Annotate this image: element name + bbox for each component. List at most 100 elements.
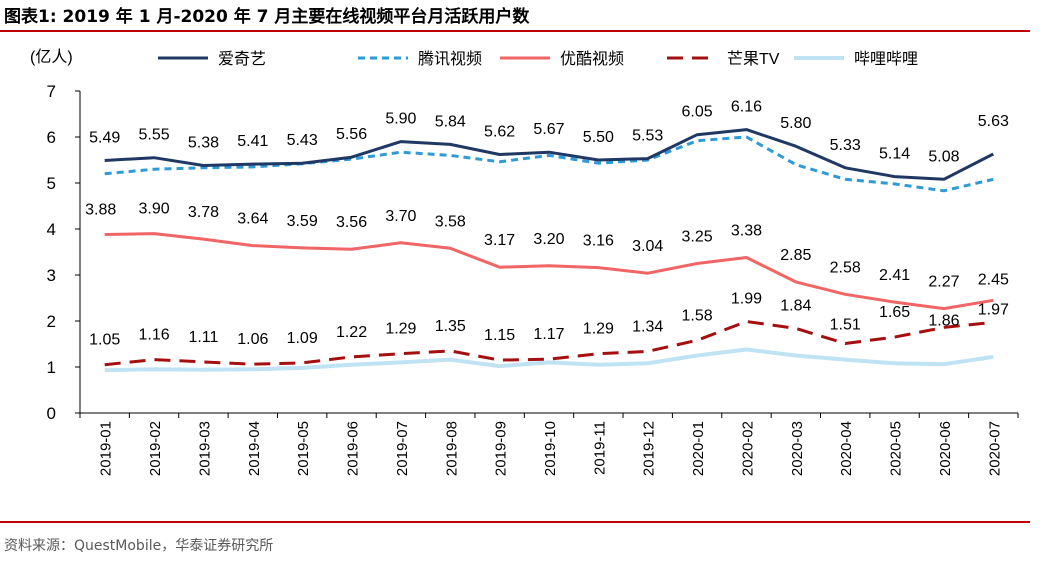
data-label: 5.84	[435, 113, 466, 130]
source-rule	[0, 521, 1030, 523]
x-tick-label: 2019-11	[591, 421, 608, 475]
legend-label: 优酷视频	[560, 50, 624, 68]
data-label: 3.59	[287, 213, 318, 230]
x-tick-label: 2020-03	[789, 421, 806, 476]
data-label: 1.97	[978, 301, 1009, 318]
data-label: 1.16	[138, 327, 169, 344]
data-label: 3.70	[385, 208, 416, 225]
data-label: 5.62	[484, 123, 515, 140]
chart-data-labels: 5.49 5.55 5.38 5.41 5.43 5.56 5.90 5.84 5.62 5.67…	[85, 99, 1009, 349]
y-tick-label: 5	[47, 174, 56, 193]
data-label: 1.58	[682, 307, 713, 324]
data-label: 1.86	[928, 312, 959, 329]
data-label: 3.25	[682, 229, 713, 246]
y-tick-label: 6	[47, 128, 56, 147]
data-label: 5.49	[89, 129, 120, 146]
data-label: 5.63	[978, 113, 1009, 130]
x-tick-label: 2020-05	[888, 421, 905, 476]
series-line	[104, 128, 994, 181]
data-label: 3.38	[731, 223, 762, 240]
x-tick-label: 2020-07	[986, 421, 1003, 476]
y-unit-label: (亿人)	[30, 48, 73, 66]
data-label: 2.45	[978, 271, 1009, 288]
data-label: 6.05	[682, 104, 713, 121]
legend-label: 哔哩哔哩	[854, 50, 918, 68]
y-tick-label: 2	[47, 312, 56, 331]
x-tick-label: 2020-04	[838, 421, 855, 476]
data-label: 5.50	[583, 129, 614, 146]
source-note: 资料来源：QuestMobile，华泰证券研究所	[4, 538, 274, 554]
data-label: 2.27	[928, 274, 959, 291]
x-tick-label: 2019-10	[542, 421, 559, 476]
legend-label: 腾讯视频	[418, 50, 482, 68]
data-label: 2.58	[830, 259, 861, 276]
x-tick-label: 2020-01	[690, 421, 707, 476]
data-label: 1.34	[632, 318, 663, 335]
x-tick-label: 2019-06	[345, 421, 362, 476]
data-label: 1.22	[336, 324, 367, 341]
x-tick-label: 2019-01	[98, 421, 115, 476]
data-label: 5.33	[830, 137, 861, 154]
title-rule	[0, 30, 1030, 32]
series-line	[104, 135, 994, 193]
data-label: 1.29	[583, 321, 614, 338]
x-tick-label: 2019-02	[147, 421, 164, 476]
data-label: 1.15	[484, 327, 515, 344]
data-label: 5.14	[879, 146, 910, 163]
data-label: 1.11	[188, 329, 218, 346]
data-label: 3.78	[188, 204, 219, 221]
data-label: 5.38	[188, 135, 219, 152]
chart-lines	[104, 128, 994, 373]
data-label: 3.16	[583, 233, 614, 250]
y-tick-label: 3	[47, 266, 56, 285]
data-label: 1.06	[237, 331, 268, 348]
data-label: 1.99	[731, 290, 762, 307]
x-tick-label: 2019-08	[443, 421, 460, 476]
data-label: 1.65	[879, 304, 910, 321]
legend-label: 芒果TV	[727, 50, 780, 68]
data-label: 5.08	[928, 148, 959, 165]
data-label: 3.04	[632, 238, 663, 255]
x-tick-label: 2019-09	[493, 421, 510, 476]
legend-label: 爱奇艺	[218, 50, 266, 68]
data-label: 3.90	[138, 201, 169, 218]
y-tick-label: 0	[47, 404, 56, 423]
data-label: 2.41	[879, 267, 910, 284]
chart-legend: 爱奇艺 腾讯视频 优酷视频 芒果TV 哔哩哔哩	[158, 50, 918, 68]
data-label: 1.35	[435, 318, 466, 335]
data-label: 3.64	[237, 211, 268, 228]
data-label: 5.56	[336, 126, 367, 143]
x-tick-label: 2019-07	[394, 421, 411, 476]
data-label: 2.85	[780, 247, 811, 264]
y-tick-label: 4	[47, 220, 56, 239]
figure-title: 图表1: 2019 年 1 月-2020 年 7 月主要在线视频平台月活跃用户数	[4, 7, 530, 27]
chart-axes: 0 1 2 3 4 5 6 7 (亿人) 2019-01 2019-02 2019-03 2019-04…	[30, 48, 1019, 476]
series-line	[104, 232, 994, 311]
data-label: 1.09	[287, 330, 318, 347]
data-label: 5.90	[385, 111, 416, 128]
data-label: 1.17	[533, 326, 564, 343]
x-tick-label: 2019-03	[196, 421, 213, 476]
data-label: 1.84	[780, 297, 811, 314]
data-label: 3.56	[336, 214, 367, 231]
data-label: 3.58	[435, 213, 466, 230]
data-label: 1.05	[89, 332, 120, 349]
x-tick-label: 2020-02	[739, 421, 756, 476]
data-label: 6.16	[731, 99, 762, 116]
data-label: 1.51	[830, 317, 861, 334]
x-tick-label: 2019-05	[295, 421, 312, 476]
y-tick-label: 7	[47, 82, 56, 101]
y-tick-label: 1	[47, 358, 56, 377]
data-label: 5.67	[533, 121, 564, 138]
data-label: 1.29	[385, 321, 416, 338]
data-label: 5.80	[780, 115, 811, 132]
data-label: 5.43	[287, 132, 318, 149]
data-label: 3.17	[484, 232, 515, 249]
x-tick-label: 2019-12	[641, 421, 658, 476]
x-tick-label: 2020-06	[937, 421, 954, 476]
series-line	[104, 347, 994, 373]
x-tick-label: 2019-04	[246, 421, 263, 476]
data-label: 3.20	[533, 231, 564, 248]
data-label: 5.53	[632, 128, 663, 145]
